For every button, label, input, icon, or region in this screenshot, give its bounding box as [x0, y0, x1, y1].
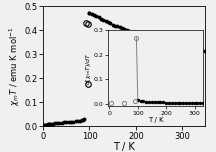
X-axis label: T / K: T / K — [148, 117, 163, 123]
X-axis label: T / K: T / K — [113, 142, 135, 152]
Y-axis label: $d(\chi_m T)/dT$: $d(\chi_m T)/dT$ — [84, 52, 93, 85]
Y-axis label: $\chi_m T$ / emu K mol$^{-1}$: $\chi_m T$ / emu K mol$^{-1}$ — [7, 26, 22, 106]
